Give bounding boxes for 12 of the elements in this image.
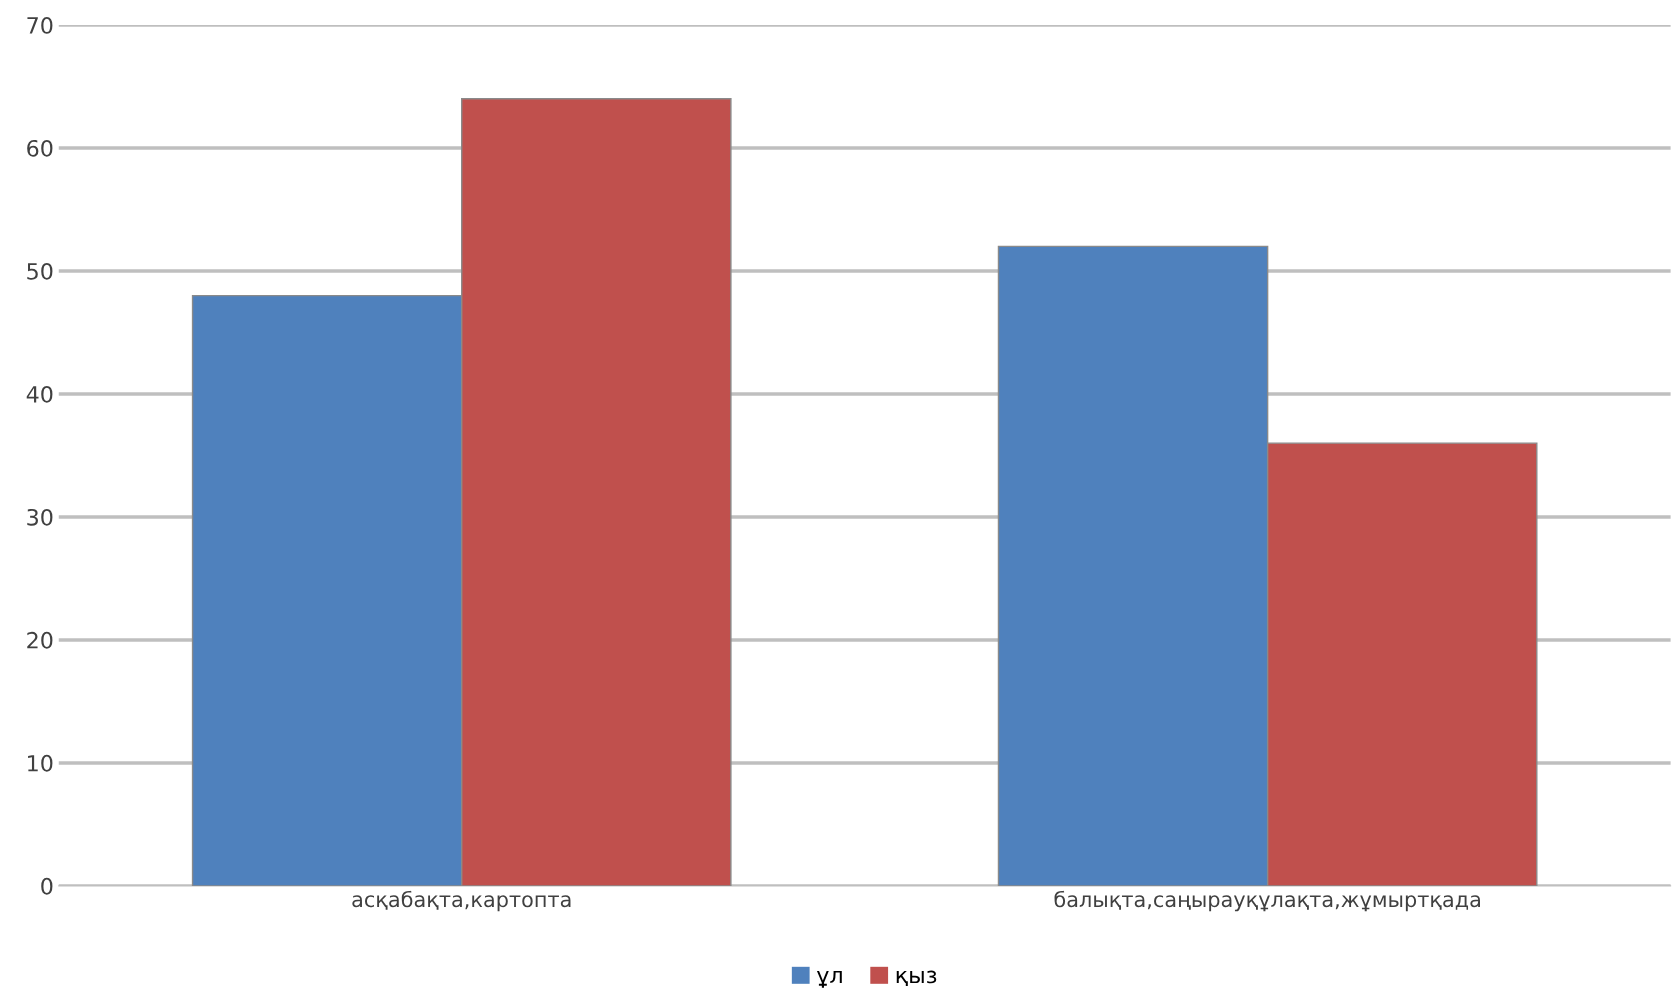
- legend-label: ұл: [816, 970, 842, 988]
- legend-label: қыз: [896, 970, 937, 987]
- y-tick-label: 50: [27, 262, 53, 280]
- y-tick-label: 30: [27, 508, 53, 526]
- y-tick-label: 10: [28, 754, 53, 772]
- y-tick-label: 60: [27, 139, 53, 157]
- x-tick-label: асқабақта,картопта: [352, 890, 571, 912]
- y-tick-label: 70: [27, 16, 53, 34]
- y-tick-label: 40: [26, 385, 53, 403]
- x-tick-label: балықта,саңырауқұлақта,жұмыртқада: [1054, 890, 1480, 912]
- y-tick-label: 0: [41, 877, 53, 895]
- y-tick-label: 20: [27, 631, 53, 649]
